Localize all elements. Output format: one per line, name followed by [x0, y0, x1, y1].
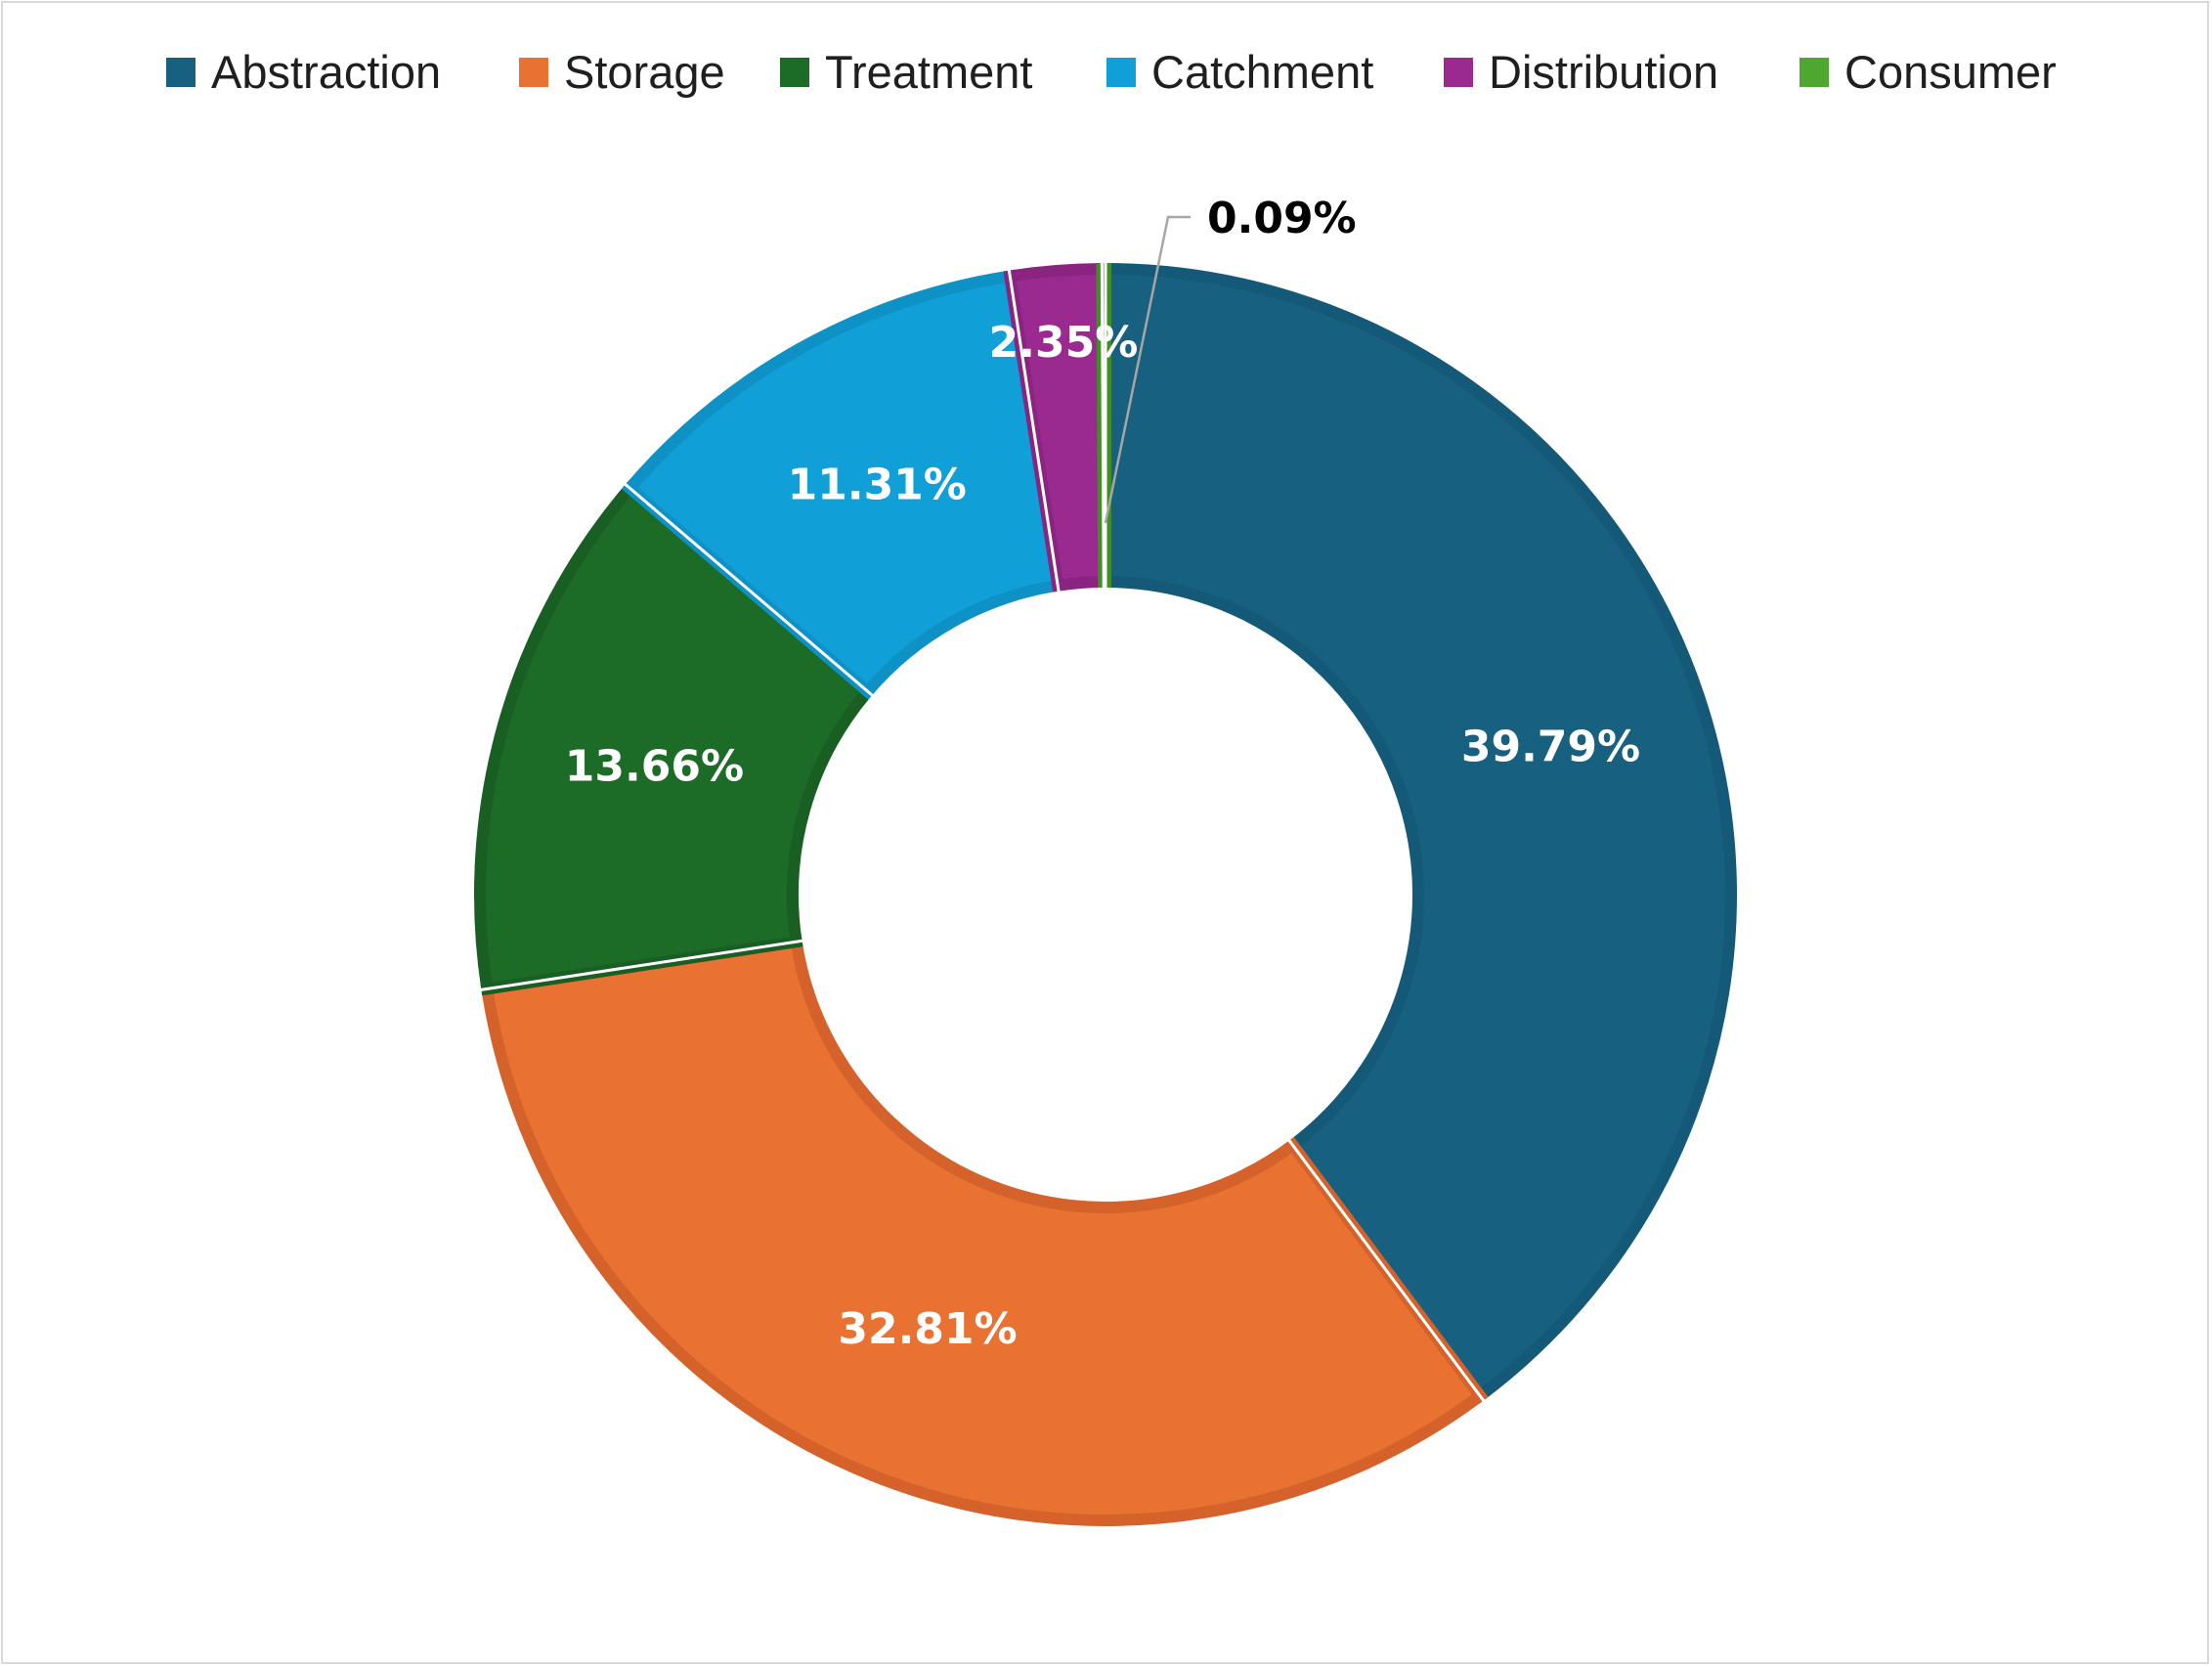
- legend-label-treatment: Treatment: [825, 46, 1032, 98]
- legend-swatch-abstraction: [166, 58, 195, 87]
- data-label-distribution: 2.35%: [989, 318, 1139, 368]
- data-label-abstraction: 39.79%: [1461, 723, 1640, 772]
- legend-swatch-treatment: [780, 58, 809, 87]
- leader-line-consumer: [1104, 215, 1191, 524]
- donut-slices: [474, 261, 1737, 1526]
- slice-separator: [1286, 1138, 1487, 1403]
- slice-separator: [1100, 261, 1106, 591]
- slice-separator: [1007, 268, 1061, 593]
- slice-storage: [480, 935, 1489, 1526]
- slice-separator: [479, 939, 804, 992]
- legend-swatch-consumer: [1800, 58, 1829, 87]
- data-label-storage: 32.81%: [838, 1304, 1017, 1354]
- slice-catchment: [621, 269, 1064, 700]
- data-label-treatment: 13.66%: [565, 741, 744, 791]
- legend-label-distribution: Distribution: [1489, 46, 1718, 98]
- legend-label-abstraction: Abstraction: [211, 46, 441, 98]
- data-label-catchment: 11.31%: [788, 461, 967, 510]
- legend-swatch-distribution: [1444, 58, 1473, 87]
- legend-label-catchment: Catchment: [1151, 46, 1373, 98]
- slice-labels: 39.79% 32.81% 13.66% 11.31% 2.35% 0.09%: [565, 194, 1640, 1354]
- legend-label-consumer: Consumer: [1844, 46, 2057, 98]
- legend-swatch-storage: [519, 58, 548, 87]
- slice-abstraction: [1100, 262, 1737, 1405]
- legend: Abstraction Storage Treatment Catchment Dist…: [166, 46, 2057, 98]
- data-label-consumer: 0.09%: [1207, 194, 1357, 243]
- slice-separator: [623, 481, 875, 698]
- legend-label-storage: Storage: [564, 46, 725, 98]
- legend-swatch-catchment: [1106, 58, 1136, 87]
